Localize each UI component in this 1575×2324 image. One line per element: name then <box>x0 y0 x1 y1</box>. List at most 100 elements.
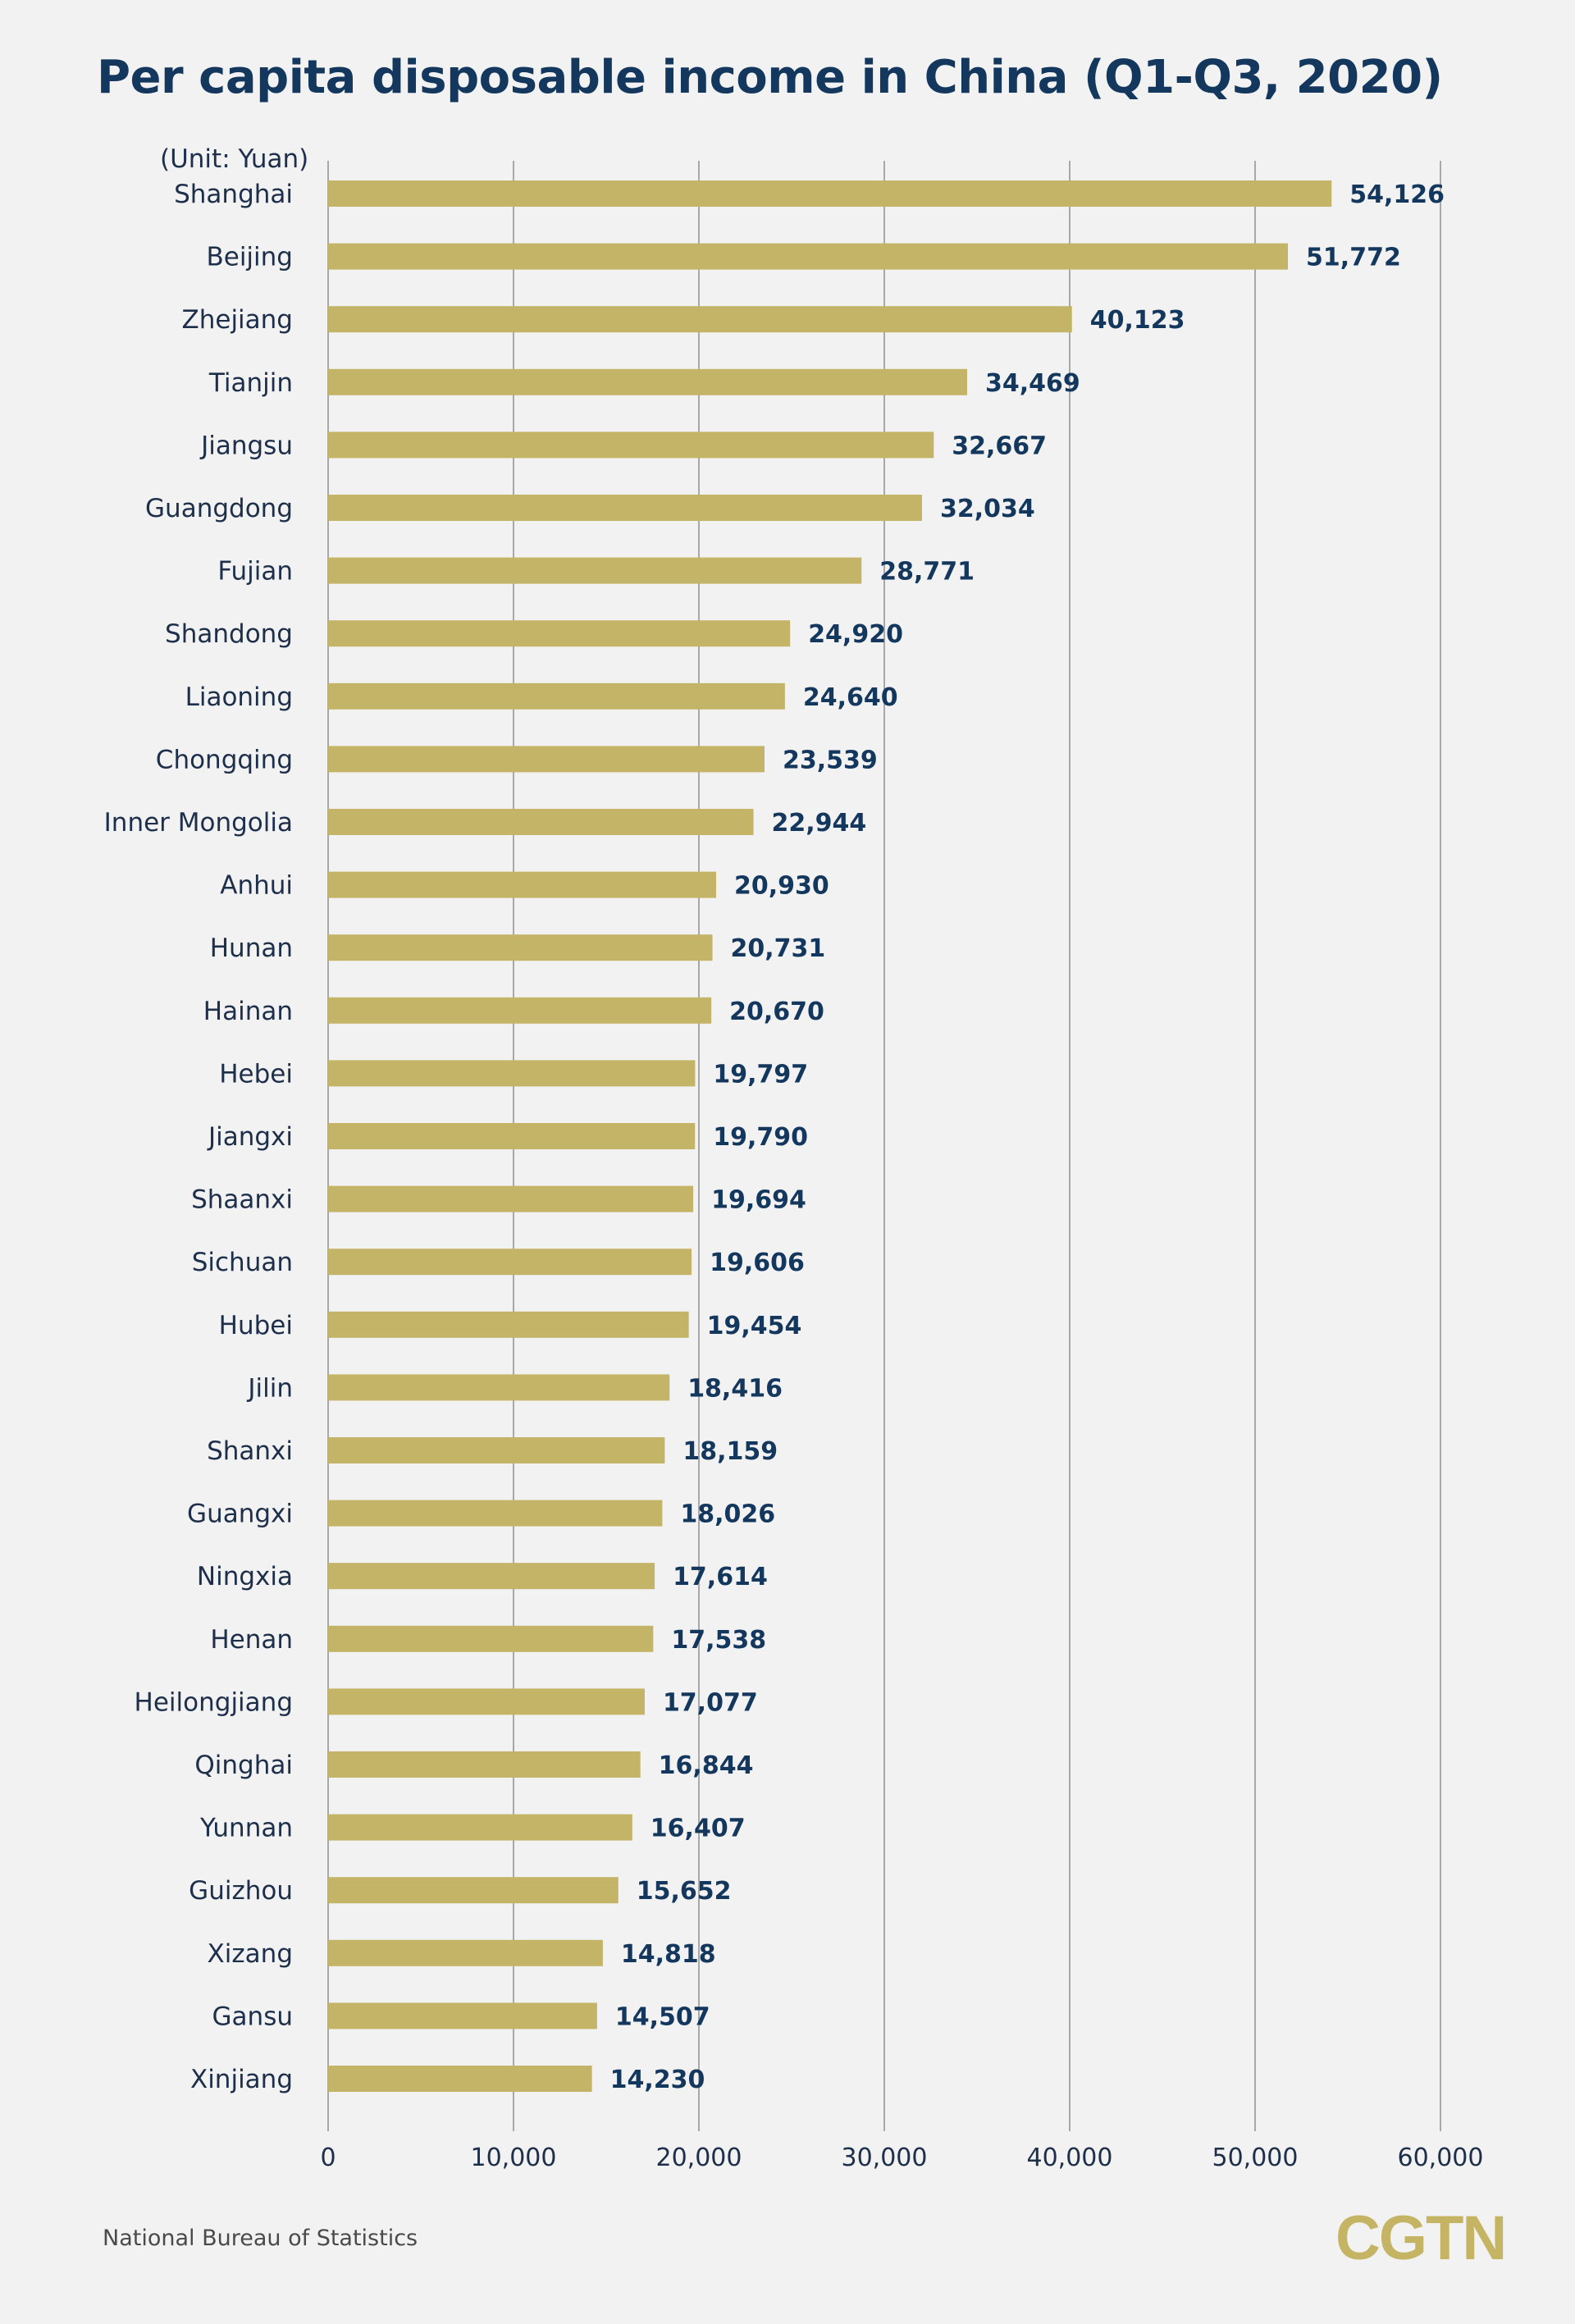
bar <box>328 2002 597 2030</box>
value-label: 18,416 <box>687 1374 783 1403</box>
category-label: Guangxi <box>187 1500 293 1529</box>
x-tick-label: 20,000 <box>656 2144 742 2172</box>
category-label: Chongqing <box>156 745 293 774</box>
value-label: 54,126 <box>1349 180 1445 209</box>
category-label: Yunnan <box>199 1814 293 1843</box>
category-label: Qinghai <box>194 1751 293 1780</box>
bar <box>328 809 754 835</box>
category-label: Jilin <box>246 1373 293 1403</box>
value-label: 20,731 <box>731 934 826 963</box>
category-label: Jiangsu <box>199 431 293 460</box>
x-tick-label: 50,000 <box>1212 2144 1299 2172</box>
bar <box>328 934 713 961</box>
value-labels: 54,126 51,772 40,123 34,469 32,667 32,034 28,7… <box>610 180 1445 2094</box>
bar <box>328 1374 670 1401</box>
x-tick-label: 0 <box>320 2144 336 2172</box>
x-tick-label: 10,000 <box>471 2144 557 2172</box>
value-label: 15,652 <box>637 1877 732 1906</box>
unit-label: (Unit: Yuan) <box>160 144 309 174</box>
bar <box>328 683 785 710</box>
value-label: 28,771 <box>879 558 975 587</box>
category-label: Ningxia <box>197 1562 293 1591</box>
category-label: Sichuan <box>192 1248 293 1277</box>
value-label: 40,123 <box>1090 306 1185 335</box>
category-label: Henan <box>210 1625 293 1655</box>
value-label: 22,944 <box>772 809 867 838</box>
value-label: 19,454 <box>707 1312 802 1340</box>
value-label: 14,507 <box>615 2002 710 2031</box>
value-label: 16,407 <box>651 1815 746 1843</box>
category-label: Beijing <box>206 243 293 272</box>
value-label: 16,844 <box>659 1751 754 1780</box>
bar <box>328 1688 645 1715</box>
category-label: Xizang <box>208 1939 293 1969</box>
bar <box>328 1437 665 1463</box>
bar <box>328 1877 619 1904</box>
x-axis-tick-labels: 0 10,000 20,000 30,000 40,000 50,000 60,000 <box>320 2144 1483 2172</box>
gridlines <box>327 161 1441 2131</box>
category-label: Hunan <box>210 934 293 963</box>
category-label: Jiangxi <box>207 1122 293 1152</box>
value-label: 14,818 <box>621 1940 716 1969</box>
value-label: 51,772 <box>1306 244 1401 272</box>
bar <box>328 180 1332 207</box>
category-label: Xinjiang <box>190 2065 293 2094</box>
bar <box>328 1060 696 1087</box>
value-label: 14,230 <box>610 2066 705 2094</box>
value-label: 32,667 <box>952 431 1047 460</box>
source-note: National Bureau of Statistics <box>103 2226 418 2251</box>
value-label: 23,539 <box>783 746 878 774</box>
value-label: 32,034 <box>940 495 1035 523</box>
category-label: Heilongjiang <box>135 1687 293 1717</box>
bar <box>328 243 1289 270</box>
bar <box>328 495 922 521</box>
bar <box>328 871 717 898</box>
category-label: Hainan <box>203 997 293 1026</box>
value-label: 19,797 <box>713 1060 808 1089</box>
category-label: Fujian <box>217 557 293 587</box>
value-label: 17,614 <box>673 1563 768 1591</box>
category-label: Tianjin <box>208 368 293 398</box>
bar <box>328 557 862 584</box>
category-label: Shanghai <box>174 180 293 209</box>
value-label: 17,538 <box>671 1626 766 1655</box>
x-tick-label: 60,000 <box>1398 2144 1484 2172</box>
bar <box>328 1123 696 1149</box>
bar <box>328 306 1072 333</box>
x-tick-label: 30,000 <box>842 2144 928 2172</box>
bar <box>328 1500 663 1527</box>
value-label: 19,790 <box>713 1123 808 1152</box>
x-tick-label: 40,000 <box>1027 2144 1113 2172</box>
value-label: 18,026 <box>680 1500 775 1529</box>
value-label: 17,077 <box>663 1688 758 1717</box>
value-label: 24,920 <box>808 620 903 649</box>
bar <box>328 1185 694 1212</box>
value-label: 20,930 <box>734 872 829 901</box>
bar <box>328 368 967 395</box>
category-label: Liaoning <box>185 683 293 712</box>
bar <box>328 1563 655 1590</box>
cgtn-logo: CGTN <box>1335 2203 1507 2273</box>
category-label: Guizhou <box>189 1876 293 1906</box>
category-label: Shaanxi <box>191 1185 293 1215</box>
bar <box>328 1751 641 1778</box>
bar <box>328 1939 603 1966</box>
category-label: Gansu <box>212 2002 293 2031</box>
value-label: 18,159 <box>682 1437 778 1466</box>
bar <box>328 1311 689 1338</box>
category-label: Hebei <box>219 1059 293 1089</box>
bar <box>328 1814 632 1841</box>
chart-title: Per capita disposable income in China (Q… <box>97 51 1443 104</box>
bars <box>328 180 1332 2092</box>
bar <box>328 620 791 647</box>
category-label: Shanxi <box>207 1436 293 1466</box>
bar <box>328 746 765 773</box>
value-label: 19,606 <box>710 1249 805 1277</box>
value-label: 20,670 <box>729 998 824 1026</box>
bar <box>328 1249 692 1276</box>
category-label: Anhui <box>220 871 293 901</box>
bar <box>328 2066 592 2092</box>
category-labels: Shanghai Beijing Zhejiang Tianjin Jiangsu Gua… <box>104 180 293 2094</box>
value-label: 24,640 <box>803 683 898 712</box>
